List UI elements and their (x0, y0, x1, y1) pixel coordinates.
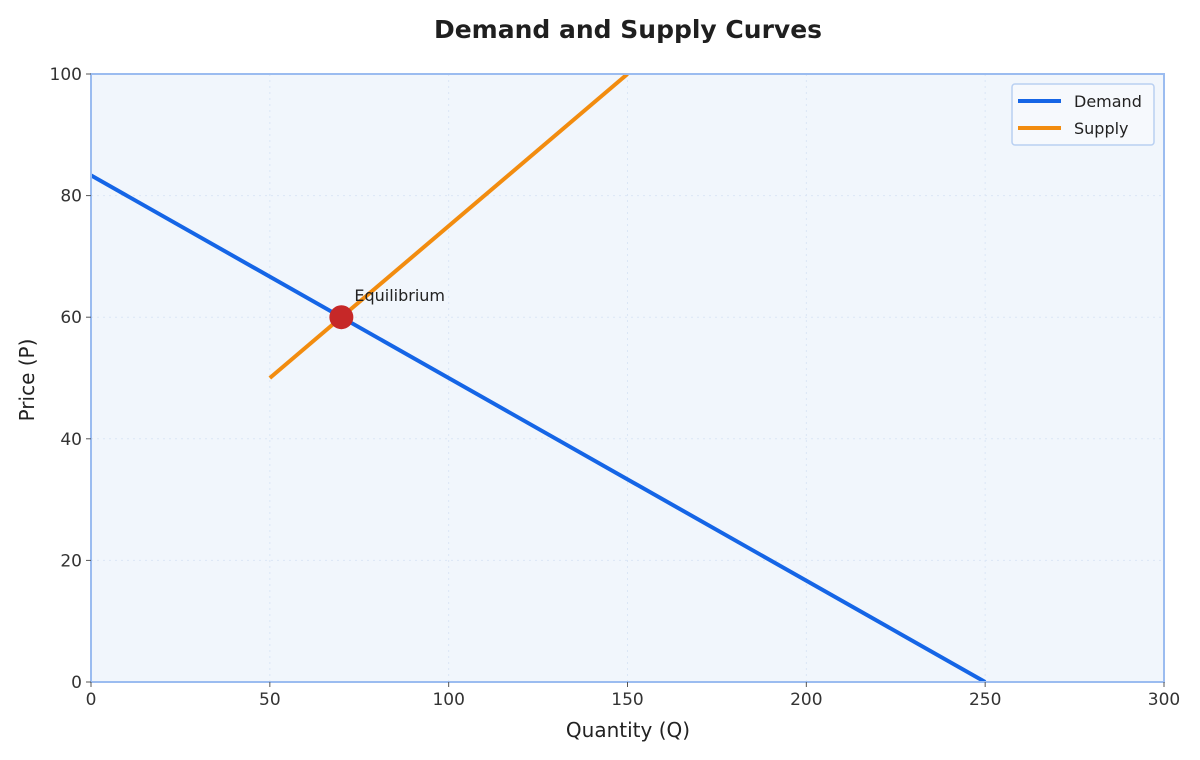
equilibrium-marker (329, 305, 354, 330)
series-layer (91, 74, 987, 682)
x-axis: 0 50 100 150 200 250 300 (86, 682, 1180, 710)
x-tick-label: 50 (259, 690, 281, 710)
y-tick-label: 80 (60, 187, 82, 207)
x-tick-label: 200 (790, 690, 822, 710)
y-tick-label: 60 (60, 308, 82, 328)
x-tick-label: 300 (1148, 690, 1180, 710)
x-axis-label: Quantity (Q) (566, 718, 690, 742)
legend-label-supply: Supply (1074, 119, 1129, 138)
supply-curve (268, 74, 629, 380)
y-tick-label: 20 (60, 551, 82, 571)
legend: Demand Supply (1011, 83, 1155, 146)
y-tick-label: 0 (71, 673, 82, 693)
demand-curve (91, 173, 987, 682)
y-axis: 0 20 40 60 80 100 (50, 65, 91, 693)
y-tick-label: 40 (60, 430, 82, 450)
x-tick-label: 0 (86, 690, 97, 710)
legend-label-demand: Demand (1074, 92, 1142, 111)
x-tick-label: 150 (611, 690, 643, 710)
y-tick-label: 100 (50, 65, 82, 85)
chart-title: Demand and Supply Curves (434, 15, 822, 44)
equilibrium-label: Equilibrium (354, 286, 445, 305)
grid (91, 74, 1164, 682)
x-tick-label: 100 (432, 690, 464, 710)
annotation-layer: Equilibrium (329, 286, 445, 330)
x-tick-label: 250 (969, 690, 1001, 710)
y-axis-label: Price (P) (15, 339, 39, 422)
